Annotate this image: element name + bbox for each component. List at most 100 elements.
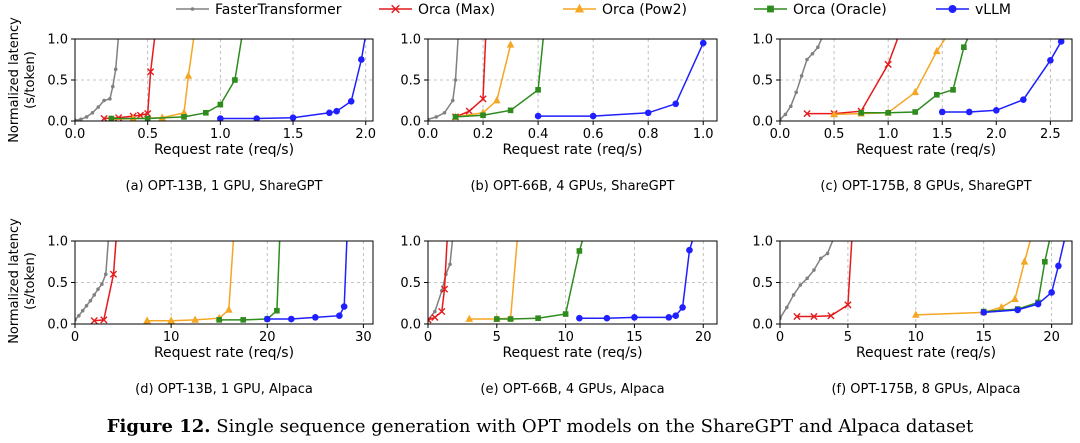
data-point	[428, 316, 432, 324]
data-point	[312, 314, 319, 321]
y-tick-label: 1.0	[47, 33, 68, 48]
data-point	[535, 87, 541, 93]
data-point	[818, 256, 823, 261]
data-point	[965, 108, 973, 116]
data-point	[493, 96, 501, 104]
data-point	[911, 87, 919, 96]
y-tick-label: 0.0	[752, 115, 773, 130]
data-point	[535, 315, 541, 321]
data-point	[113, 67, 118, 72]
data-point	[812, 268, 816, 272]
legend-label: Orca (Pow2)	[602, 2, 687, 18]
chart-panel: 0.0 0.2 0.4 0.6 0.8 1.0 0.0 0.5 1.0 Request rate …	[400, 33, 718, 194]
y-axis-title: Normalized latency	[7, 218, 22, 344]
data-point	[507, 107, 514, 114]
panel-subtitle: (c) OPT-175B, 8 GPUs, ShareGPT	[820, 179, 1031, 194]
data-point	[181, 114, 187, 120]
chart-panel: 0 10 20 30 0.0 0.5 1.0 Request rate (req/s) (d) …	[47, 235, 374, 397]
data-point	[912, 310, 920, 318]
data-point	[1057, 39, 1065, 45]
figure-caption: Figure 12. Single sequence generation wi…	[107, 416, 974, 437]
data-point	[96, 287, 100, 291]
data-point	[791, 293, 796, 297]
series-line	[942, 41, 1062, 113]
x-tick-label: 0.2	[473, 127, 494, 142]
y-tick-label: 1.0	[752, 33, 773, 48]
data-point	[1048, 289, 1055, 296]
data-point	[358, 56, 365, 63]
y-tick-label: 0.0	[752, 318, 773, 333]
y-axis-title-unit: (s/token)	[23, 51, 38, 109]
y-tick-label: 0.0	[400, 115, 421, 130]
data-point	[699, 39, 707, 47]
panel-subtitle: (e) OPT-66B, 4 GPUs, Alpaca	[480, 382, 664, 397]
data-point	[679, 304, 686, 311]
data-point	[92, 293, 97, 297]
data-point	[453, 78, 458, 82]
data-point	[1042, 258, 1048, 265]
chart-panel: 0 5 10 15 20 0.0 0.5 1.0 Request rate (req/s) (e)…	[400, 235, 718, 397]
data-point	[631, 314, 638, 321]
panel-subtitle: (f) OPT-175B, 8 GPUs, Alpaca	[831, 382, 1020, 397]
series-line	[428, 241, 448, 321]
series-line	[496, 241, 584, 320]
legend-label: Orca (Max)	[418, 2, 495, 18]
data-point	[100, 316, 108, 324]
data-point	[934, 91, 940, 98]
data-point	[810, 312, 818, 321]
data-point	[1047, 57, 1054, 64]
x-axis-label: Request rate (req/s)	[856, 345, 996, 361]
data-point	[603, 314, 611, 322]
data-point	[438, 307, 446, 316]
chart-panel: 0 5 10 15 20 0.0 0.5 1.0 Request rate (req/s) (f)…	[752, 235, 1073, 397]
data-point	[992, 107, 1000, 114]
x-axis-label: Request rate (req/s)	[502, 345, 642, 361]
figure-caption-text: Single sequence generation with OPT mode…	[211, 416, 974, 437]
data-point	[442, 111, 447, 115]
x-tick-label: 0.0	[65, 127, 86, 142]
data-point	[333, 107, 340, 115]
y-tick-label: 0.0	[47, 318, 68, 333]
series-line	[267, 241, 348, 320]
x-axis-label: Request rate (req/s)	[856, 142, 996, 158]
data-point	[665, 314, 673, 321]
data-point	[289, 114, 297, 121]
x-tick-label: 0	[71, 330, 79, 345]
x-tick-label: 0	[424, 330, 432, 345]
y-tick-label: 1.0	[47, 235, 68, 250]
data-point	[1020, 257, 1029, 265]
series-line	[915, 241, 1031, 316]
figure-caption-label: Figure 12.	[107, 416, 211, 437]
data-point	[110, 84, 115, 89]
legend-entry: FasterTransformer	[176, 2, 342, 18]
data-point	[830, 110, 838, 118]
data-point	[950, 87, 956, 93]
data-point	[102, 98, 106, 103]
data-point	[885, 109, 891, 116]
legend-label: Orca (Oracle)	[793, 2, 887, 18]
data-point	[816, 45, 820, 49]
y-tick-label: 0.5	[752, 74, 773, 89]
y-tick-label: 0.0	[400, 318, 421, 333]
data-point	[263, 315, 271, 323]
y-tick-label: 0.5	[400, 74, 421, 89]
data-point	[108, 97, 112, 101]
data-point	[589, 112, 597, 120]
y-tick-label: 0.0	[47, 115, 68, 130]
panel-subtitle: (a) OPT-13B, 1 GPU, ShareGPT	[126, 179, 323, 194]
x-tick-label: 20	[259, 330, 276, 345]
series-group	[780, 39, 1065, 121]
data-point	[576, 248, 583, 254]
series-line	[220, 39, 366, 120]
series-line	[807, 39, 899, 115]
data-point	[326, 109, 333, 117]
data-point	[143, 316, 151, 324]
data-point	[465, 107, 473, 115]
data-point	[167, 316, 175, 324]
data-point	[108, 115, 115, 121]
data-point	[144, 115, 151, 121]
series-group	[428, 241, 694, 324]
x-tick-label: 1.5	[932, 127, 953, 142]
